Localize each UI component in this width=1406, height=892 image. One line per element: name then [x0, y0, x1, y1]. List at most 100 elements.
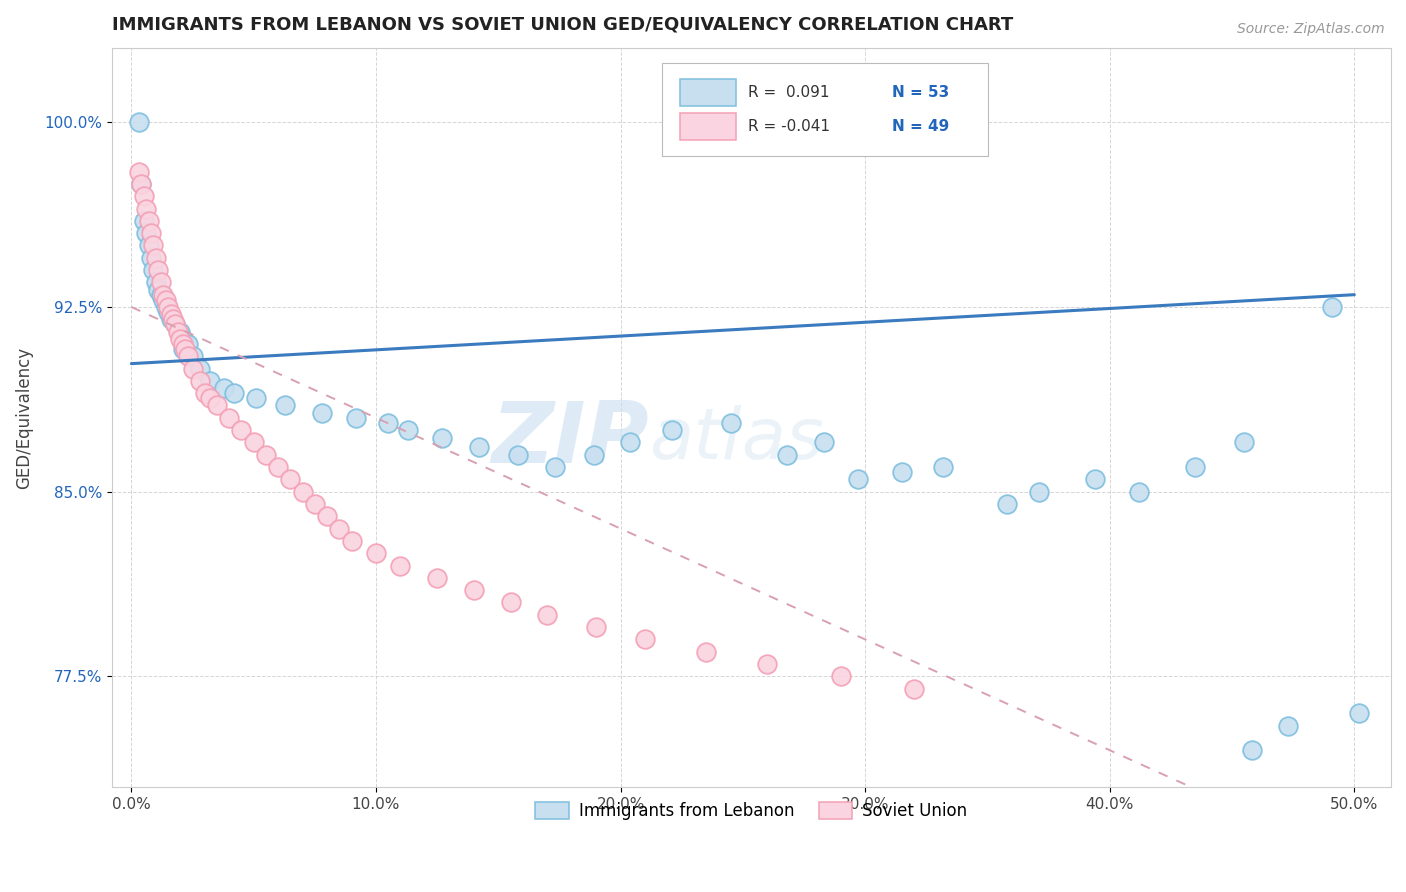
Point: [280, 472, 302, 486]
Point: [661, 423, 683, 437]
Text: IMMIGRANTS FROM LEBANON VS SOVIET UNION GED/EQUIVALENCY CORRELATION CHART: IMMIGRANTS FROM LEBANON VS SOVIET UNION …: [112, 15, 1014, 33]
Point: [932, 460, 955, 475]
Point: [364, 546, 387, 560]
Point: [1084, 472, 1107, 486]
Point: [172, 337, 194, 351]
Point: [128, 115, 150, 129]
Point: [430, 430, 453, 444]
Point: [389, 558, 412, 573]
FancyBboxPatch shape: [679, 113, 737, 140]
Point: [149, 287, 172, 301]
Point: [756, 657, 779, 671]
Point: [128, 164, 150, 178]
Point: [316, 509, 339, 524]
Point: [467, 441, 489, 455]
Point: [543, 460, 565, 475]
Point: [188, 374, 211, 388]
Point: [1184, 460, 1206, 475]
Text: R = -0.041: R = -0.041: [748, 119, 830, 134]
Point: [846, 472, 869, 486]
Point: [582, 448, 605, 462]
Point: [172, 332, 194, 346]
Point: [245, 391, 267, 405]
Point: [311, 406, 333, 420]
Point: [1240, 743, 1263, 757]
Point: [426, 571, 449, 585]
Legend: Immigrants from Lebanon, Soviet Union: Immigrants from Lebanon, Soviet Union: [529, 796, 974, 827]
Point: [1128, 484, 1150, 499]
Point: [1028, 484, 1050, 499]
Point: [198, 391, 221, 405]
Point: [340, 533, 363, 548]
Point: [254, 448, 277, 462]
Point: [291, 484, 314, 499]
Point: [148, 283, 170, 297]
Point: [634, 632, 657, 647]
Point: [145, 276, 167, 290]
Point: [132, 214, 155, 228]
Point: [142, 263, 165, 277]
Point: [172, 342, 194, 356]
Point: [176, 337, 198, 351]
Point: [159, 307, 181, 321]
Point: [344, 410, 367, 425]
Point: [619, 435, 641, 450]
FancyBboxPatch shape: [679, 79, 737, 106]
Point: [181, 349, 204, 363]
Point: [720, 416, 742, 430]
Text: ZIP: ZIP: [492, 399, 650, 482]
Point: [167, 325, 190, 339]
Point: [152, 287, 174, 301]
Point: [1322, 300, 1344, 314]
Point: [162, 312, 184, 326]
Point: [776, 448, 799, 462]
Point: [242, 435, 264, 450]
FancyBboxPatch shape: [662, 63, 988, 155]
Point: [138, 238, 160, 252]
Point: [214, 381, 236, 395]
Y-axis label: GED/Equivalency: GED/Equivalency: [15, 347, 32, 489]
Point: [169, 332, 191, 346]
Point: [159, 312, 181, 326]
Point: [1233, 435, 1256, 450]
Point: [176, 349, 198, 363]
Point: [1348, 706, 1371, 721]
Point: [304, 497, 326, 511]
Point: [1277, 718, 1299, 732]
Point: [231, 423, 253, 437]
Point: [585, 620, 607, 634]
Text: atlas: atlas: [650, 406, 824, 475]
Point: [135, 202, 157, 216]
Point: [205, 399, 228, 413]
Point: [157, 305, 180, 319]
Point: [155, 300, 177, 314]
Point: [198, 374, 221, 388]
Text: N = 49: N = 49: [893, 119, 949, 134]
Point: [181, 361, 204, 376]
Point: [139, 251, 162, 265]
Point: [396, 423, 419, 437]
Text: N = 53: N = 53: [893, 85, 949, 100]
Point: [142, 238, 165, 252]
Point: [129, 177, 152, 191]
Point: [139, 226, 162, 240]
Point: [813, 435, 835, 450]
Point: [194, 386, 217, 401]
Point: [132, 189, 155, 203]
Point: [506, 448, 529, 462]
Point: [135, 226, 157, 240]
Point: [274, 399, 297, 413]
Point: [377, 416, 399, 430]
Point: [149, 276, 172, 290]
Point: [174, 342, 197, 356]
Point: [218, 410, 240, 425]
Point: [224, 386, 246, 401]
Point: [129, 177, 152, 191]
Point: [328, 522, 350, 536]
Point: [536, 607, 558, 622]
Point: [165, 317, 187, 331]
Point: [169, 325, 191, 339]
Point: [188, 361, 211, 376]
Point: [148, 263, 170, 277]
Point: [903, 681, 925, 696]
